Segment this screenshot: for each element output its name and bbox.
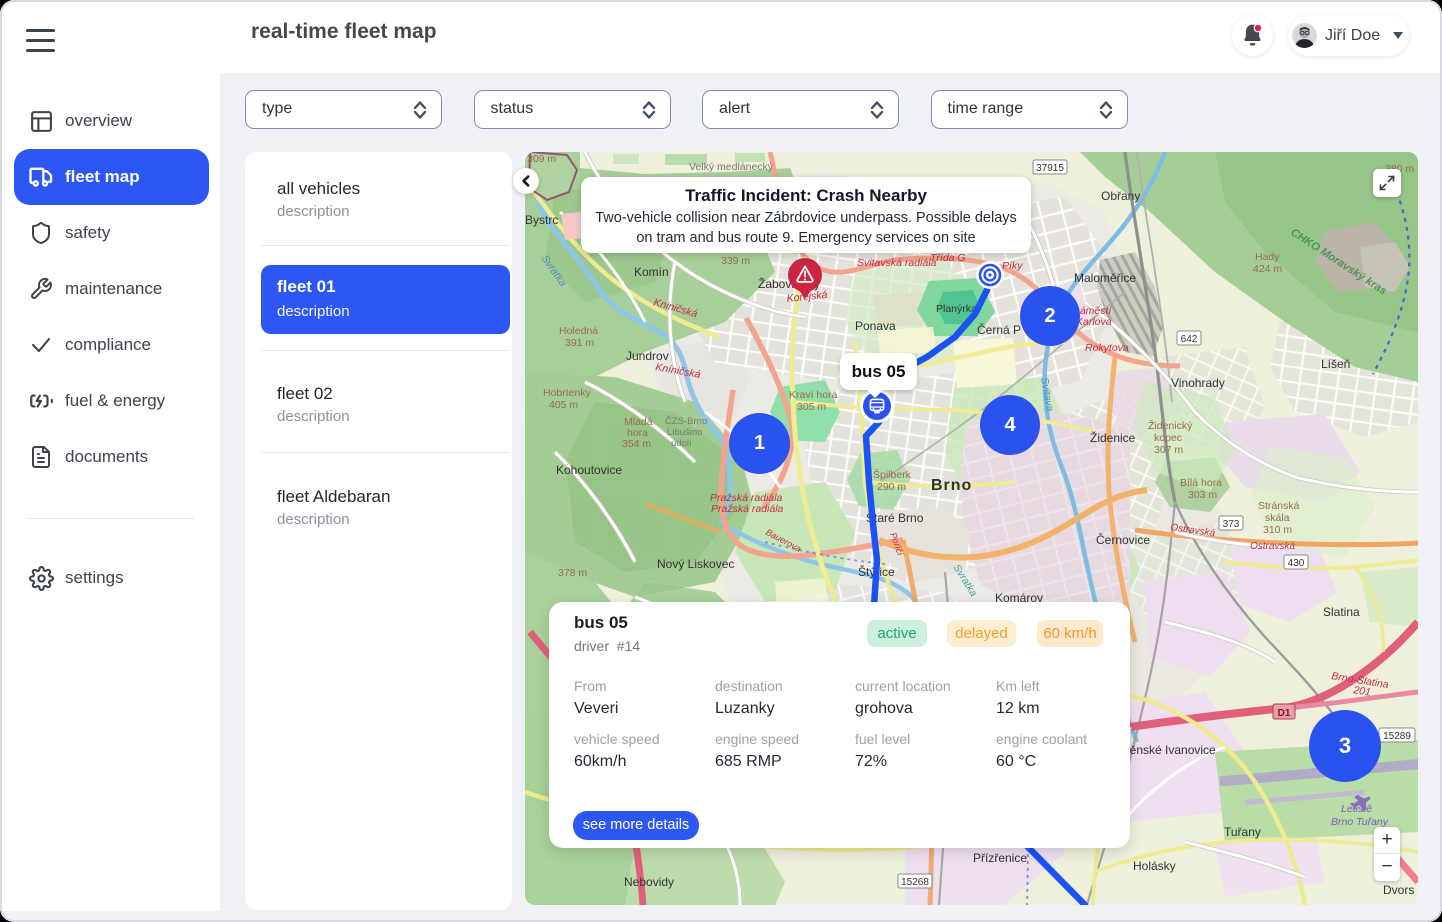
svg-text:305 m: 305 m xyxy=(797,401,826,413)
svg-text:Holásky: Holásky xyxy=(1133,859,1176,873)
svg-text:Maloměřice: Maloměřice xyxy=(1074,271,1136,285)
svg-text:Dvors: Dvors xyxy=(1383,883,1414,897)
svg-text:Bílá hora: Bílá hora xyxy=(1180,477,1222,489)
svg-text:201: 201 xyxy=(1352,684,1372,699)
svg-text:Hobrtenky: Hobrtenky xyxy=(543,387,592,399)
svg-text:290 m: 290 m xyxy=(877,481,906,493)
svg-text:Kraví hora: Kraví hora xyxy=(789,389,838,401)
svg-text:Brněnské Ivanovice: Brněnské Ivanovice xyxy=(1111,743,1216,757)
svg-text:Přízřenice: Přízřenice xyxy=(973,851,1027,865)
svg-text:Nebovidy: Nebovidy xyxy=(624,875,674,889)
svg-text:37915: 37915 xyxy=(1036,163,1064,174)
svg-text:307 m: 307 m xyxy=(1154,444,1183,456)
svg-text:Mladá: Mladá xyxy=(624,416,653,428)
svg-text:Pražská radiála: Pražská radiála xyxy=(710,492,783,504)
svg-text:Planýrka: Planýrka xyxy=(936,303,977,315)
svg-text:354 m: 354 m xyxy=(622,438,651,450)
svg-text:Komín: Komín xyxy=(634,265,669,279)
svg-text:430: 430 xyxy=(1288,558,1305,569)
svg-text:Židenice: Židenice xyxy=(1090,430,1136,445)
svg-text:Špilberk: Špilberk xyxy=(873,468,912,481)
svg-text:Pražská radiála: Pražská radiála xyxy=(711,503,784,515)
svg-text:339 m: 339 m xyxy=(721,255,750,267)
svg-text:378 m: 378 m xyxy=(558,567,587,579)
svg-text:Brno: Brno xyxy=(931,477,972,494)
svg-text:303 m: 303 m xyxy=(1188,489,1217,501)
svg-text:kopec: kopec xyxy=(1154,432,1182,444)
svg-text:424 m: 424 m xyxy=(1253,263,1282,275)
svg-text:15268: 15268 xyxy=(901,877,929,888)
svg-text:Vinohrady: Vinohrady xyxy=(1171,376,1225,390)
svg-text:Černovice: Černovice xyxy=(1096,532,1150,547)
svg-text:ČZS-Brno: ČZS-Brno xyxy=(665,416,707,427)
svg-text:Tuřany: Tuřany xyxy=(1224,825,1261,839)
svg-text:642: 642 xyxy=(1181,334,1198,345)
svg-text:Židenický: Židenický xyxy=(1148,419,1193,432)
svg-text:hora: hora xyxy=(627,427,648,439)
svg-text:Korejská: Korejská xyxy=(786,289,828,305)
svg-text:Píky: Píky xyxy=(1002,260,1023,272)
svg-text:Jundrov: Jundrov xyxy=(626,349,669,363)
svg-text:skála: skála xyxy=(1265,512,1290,524)
svg-text:Staré Brno: Staré Brno xyxy=(866,511,924,525)
svg-text:Slatina: Slatina xyxy=(1323,605,1360,619)
svg-text:Komárov: Komárov xyxy=(995,591,1043,605)
svg-text:Obřany: Obřany xyxy=(1101,189,1140,203)
svg-text:Svitava: Svitava xyxy=(1038,376,1056,412)
svg-text:údolí: údolí xyxy=(671,438,692,449)
svg-text:391 m: 391 m xyxy=(565,337,594,349)
svg-text:Ostravská: Ostravská xyxy=(1250,541,1295,552)
svg-text:Libušino: Libušino xyxy=(667,427,702,438)
svg-text:309 m: 309 m xyxy=(527,153,556,165)
svg-text:373: 373 xyxy=(1223,519,1240,530)
svg-text:Hady: Hady xyxy=(1255,251,1280,263)
svg-text:Holedná: Holedná xyxy=(559,325,598,337)
svg-text:náměstí: náměstí xyxy=(1074,305,1112,317)
svg-text:405 m: 405 m xyxy=(549,399,578,411)
svg-text:Kohoutovice: Kohoutovice xyxy=(556,463,622,477)
svg-text:Brno Tuřany: Brno Tuřany xyxy=(1331,816,1389,828)
svg-text:Stránská: Stránská xyxy=(1258,500,1300,512)
svg-text:Líšeň: Líšeň xyxy=(1321,357,1350,371)
svg-text:Karlova: Karlova xyxy=(1076,316,1112,328)
svg-text:Černá P: Černá P xyxy=(977,322,1021,337)
svg-text:Rokytova: Rokytova xyxy=(1085,342,1129,354)
svg-text:Bystrc: Bystrc xyxy=(525,213,558,227)
svg-text:Třída G: Třída G xyxy=(930,252,966,264)
svg-text:D1: D1 xyxy=(1278,708,1291,719)
svg-text:15289: 15289 xyxy=(1383,731,1411,742)
svg-text:Svitavská radiála: Svitavská radiála xyxy=(857,257,937,269)
svg-text:Velký medlánecký: Velký medlánecký xyxy=(689,161,774,173)
svg-text:Ponava: Ponava xyxy=(855,319,896,333)
svg-text:Nový Liskovec: Nový Liskovec xyxy=(657,557,734,571)
svg-text:310 m: 310 m xyxy=(1263,524,1292,536)
